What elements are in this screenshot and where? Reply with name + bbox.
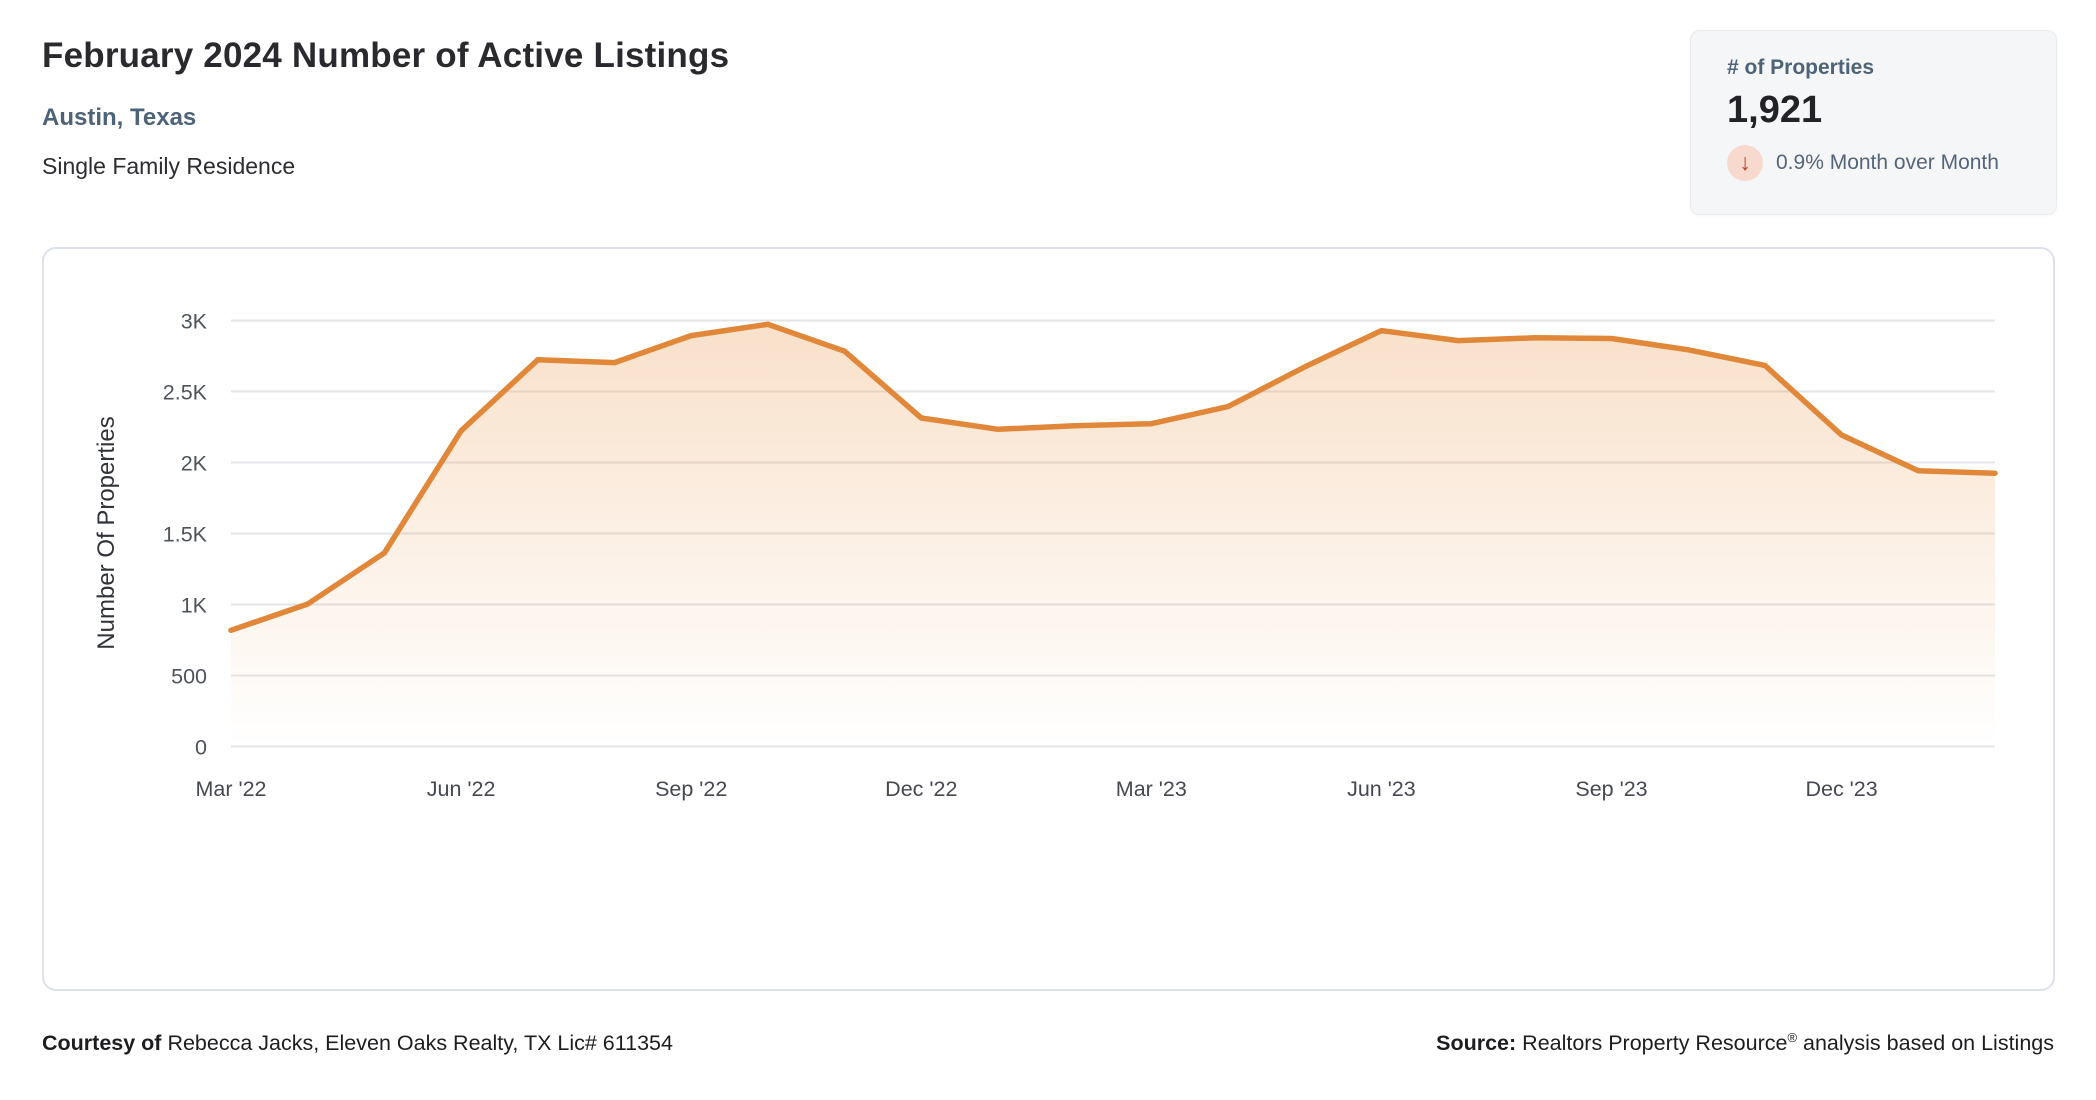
- svg-text:Mar '23: Mar '23: [1116, 777, 1187, 801]
- month-over-month-change: ↓ 0.9% Month over Month: [1727, 145, 2056, 181]
- properties-stat-card: # of Properties 1,921 ↓ 0.9% Month over …: [1690, 30, 2057, 215]
- svg-text:2.5K: 2.5K: [163, 381, 208, 405]
- courtesy-label: Courtesy of: [42, 1031, 162, 1055]
- active-listings-area-chart: 0 500 1K 1.5K 2K 2.5K 3K Mar '22 Jun '22 Sep '22 D…: [44, 249, 2053, 989]
- svg-text:1K: 1K: [181, 594, 208, 618]
- registered-trademark-symbol: ®: [1787, 1029, 1798, 1045]
- svg-text:1.5K: 1.5K: [163, 523, 208, 547]
- stat-card-value: 1,921: [1727, 89, 1823, 131]
- svg-text:2K: 2K: [181, 452, 208, 476]
- stat-card-label: # of Properties: [1727, 56, 1875, 79]
- source-label: Source:: [1436, 1031, 1517, 1055]
- footer: Courtesy of Rebecca Jacks, Eleven Oaks R…: [42, 1031, 2054, 1056]
- svg-text:Mar '22: Mar '22: [195, 777, 266, 801]
- svg-text:Sep '22: Sep '22: [655, 777, 727, 801]
- svg-text:500: 500: [171, 665, 207, 689]
- svg-text:Number Of Properties: Number Of Properties: [93, 416, 120, 649]
- svg-text:0: 0: [195, 736, 207, 760]
- page-title: February 2024 Number of Active Listings: [42, 36, 730, 75]
- svg-text:Dec '23: Dec '23: [1805, 777, 1877, 801]
- svg-text:3K: 3K: [181, 310, 208, 334]
- location-subtitle: Austin, Texas: [42, 104, 197, 131]
- down-arrow-icon: ↓: [1739, 148, 1751, 175]
- svg-text:Sep '23: Sep '23: [1575, 777, 1647, 801]
- source-text: Source: Realtors Property Resource® anal…: [1436, 1029, 2054, 1055]
- svg-text:Jun '23: Jun '23: [1347, 777, 1416, 801]
- svg-text:Jun '22: Jun '22: [427, 777, 496, 801]
- down-arrow-badge: ↓: [1727, 145, 1763, 181]
- courtesy-text: Courtesy of Rebecca Jacks, Eleven Oaks R…: [42, 1031, 673, 1055]
- change-text: 0.9% Month over Month: [1776, 151, 1999, 174]
- property-type-subtitle: Single Family Residence: [42, 153, 296, 179]
- header-section: February 2024 Number of Active Listings …: [42, 36, 729, 179]
- svg-text:Dec '22: Dec '22: [885, 777, 957, 801]
- chart-card: 0 500 1K 1.5K 2K 2.5K 3K Mar '22 Jun '22 Sep '22 D…: [42, 247, 2055, 991]
